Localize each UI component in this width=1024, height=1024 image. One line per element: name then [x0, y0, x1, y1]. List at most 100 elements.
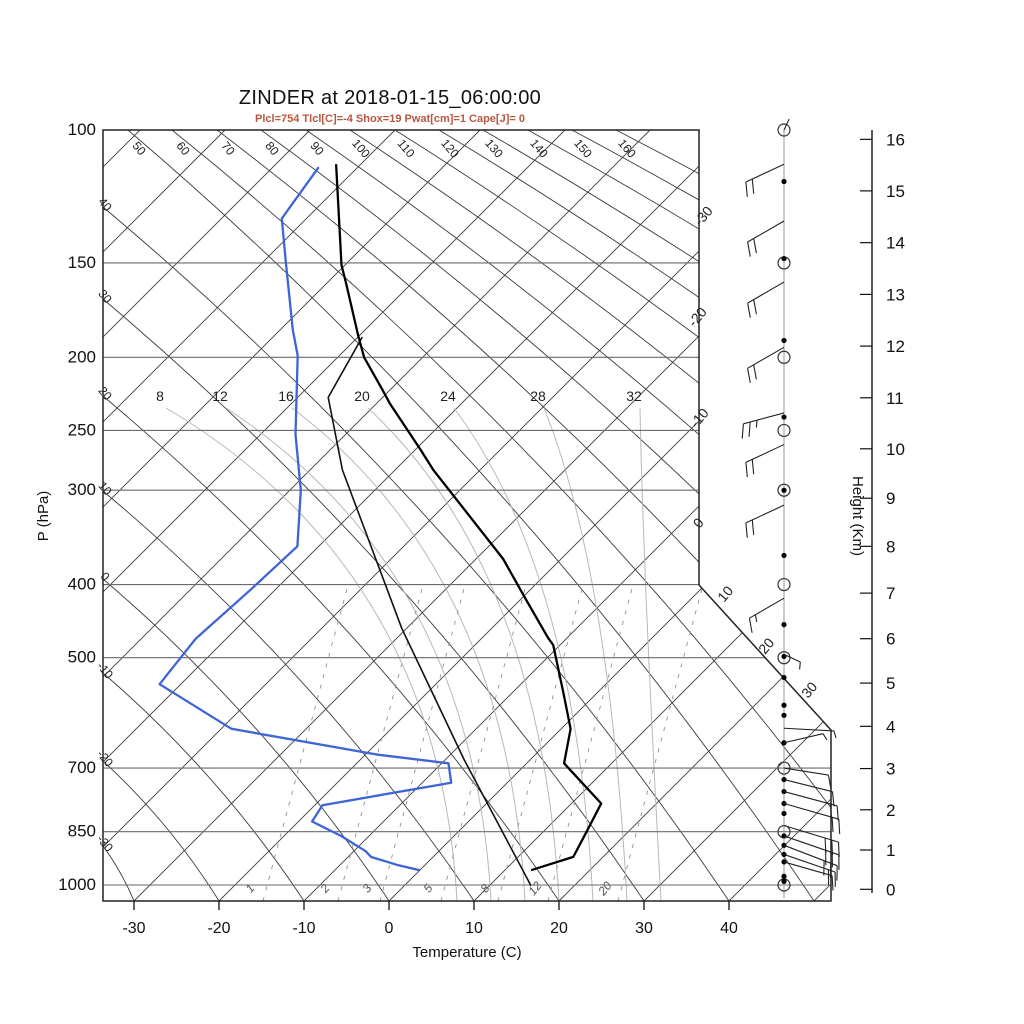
isotherm-line [218, 130, 831, 901]
isotherm-label-right: -30 [691, 203, 716, 229]
isotherm-line [728, 130, 831, 901]
parcel-curve [327, 336, 532, 887]
mixing-ratio-label: 3 [359, 881, 374, 895]
isotherm-line [103, 130, 481, 901]
moist-adiabat-label: 32 [626, 388, 642, 404]
wind-barb [783, 767, 832, 790]
height-tick-label: 5 [886, 674, 895, 693]
dry-adiabat-line [127, 130, 815, 901]
dry-adiabat-line [103, 845, 135, 901]
pressure-tick-label: 300 [68, 480, 96, 499]
moist-adiabat-line [165, 407, 458, 901]
dry-adiabat-line [103, 672, 305, 901]
temperature-tick-label: -20 [207, 920, 230, 937]
height-tick-label: 6 [886, 630, 895, 649]
isotherm-line [103, 130, 566, 901]
isotherm-label-right: 0 [690, 515, 707, 531]
wind-level-dot [781, 702, 787, 708]
mixing-ratio-line [379, 584, 466, 901]
wind-level-dot [781, 712, 787, 718]
height-tick-label: 7 [886, 584, 895, 603]
pressure-tick-label: 500 [68, 648, 96, 667]
isotherm-line [103, 130, 311, 901]
pressure-axis-title: P (hPa) [35, 491, 52, 542]
chart-title: ZINDER at 2018-01-15_06:00:00 [238, 87, 542, 109]
temperature-curve [334, 164, 603, 872]
dry-adiabat-label-top: 50 [129, 139, 149, 158]
wind-barb [748, 597, 785, 633]
height-tick-label: 12 [886, 337, 905, 356]
height-tick-label: 15 [886, 182, 905, 201]
chart-subtitle: Plcl=754 Tlcl[C]=-4 Shox=19 Pwat[cm]=1 C… [255, 113, 525, 125]
wind-level-circle [777, 483, 791, 497]
dry-adiabat-label-top: 140 [527, 136, 551, 161]
moist-adiabat-line [291, 407, 526, 901]
mixing-ratio-label: 5 [420, 881, 435, 895]
wind-level-circle [777, 761, 791, 775]
isotherm-line [103, 130, 651, 901]
dry-adiabat-line [394, 130, 831, 901]
dry-adiabat-line [349, 130, 831, 901]
height-tick-label: 14 [886, 234, 905, 253]
moist-adiabat-line [453, 407, 594, 901]
dry-adiabat-label-top: 80 [262, 139, 282, 158]
dry-adiabat-label-left: -10 [94, 659, 116, 682]
wind-barb [783, 653, 801, 670]
moist-adiabat-label: 8 [156, 388, 164, 404]
moist-adiabat-line [639, 407, 662, 901]
wind-level-dot [781, 337, 787, 344]
height-tick-label: 8 [886, 537, 895, 556]
isotherm-label-right: 10 [714, 583, 736, 605]
sounding-curves [158, 164, 603, 887]
wind-level-circle [777, 423, 791, 438]
dry-adiabat-label-left: 20 [95, 384, 115, 403]
plot-frame [102, 129, 832, 902]
mixing-ratio-line [337, 584, 424, 901]
dry-adiabat-line [103, 490, 475, 901]
wind-level-dot [781, 255, 787, 262]
dry-adiabat-label-top: 120 [438, 136, 462, 161]
wind-barb [745, 163, 785, 197]
moist-adiabat-line [543, 407, 628, 901]
isotherm-line [813, 130, 831, 901]
wind-barb [747, 220, 785, 257]
dry-adiabat-label-top: 90 [307, 139, 327, 158]
temperature-tick-label: 10 [465, 920, 483, 937]
dewpoint-curve [158, 166, 453, 872]
isotherm-line [103, 130, 396, 901]
wind-barb [783, 835, 840, 870]
temperature-tick-label: -10 [292, 920, 315, 937]
isotherm-line [103, 130, 141, 901]
isotherm-line [643, 130, 831, 901]
wind-barb [783, 824, 840, 858]
dry-adiabat-line [171, 130, 831, 901]
mixing-ratio-line [497, 584, 584, 901]
dry-adiabat-label-top: 130 [482, 136, 506, 161]
dry-adiabat-line [103, 206, 730, 901]
pressure-tick-label: 150 [68, 253, 96, 272]
wind-barb [783, 853, 836, 887]
pressure-tick-label: 400 [68, 575, 96, 594]
wind-level-dot [781, 552, 787, 559]
dry-adiabat-line [527, 130, 831, 901]
temperature-tick-label: 20 [550, 920, 568, 937]
isotherm-label-right: -20 [685, 304, 710, 330]
wind-barb [783, 733, 828, 744]
wind-level-dot [781, 674, 787, 681]
dry-adiabat-label-left: -30 [94, 832, 116, 855]
wind-barb [783, 779, 835, 807]
background-grid [103, 130, 831, 901]
temperature-tick-label: 0 [385, 920, 394, 937]
wind-barb [783, 844, 838, 881]
pressure-tick-label: 100 [68, 120, 96, 139]
wind-level-circle [777, 350, 791, 364]
wind-level-dot [781, 178, 787, 185]
temperature-axis-title: Temperature (C) [412, 944, 521, 961]
pressure-tick-label: 200 [68, 347, 96, 366]
pressure-tick-label: 850 [68, 822, 96, 841]
